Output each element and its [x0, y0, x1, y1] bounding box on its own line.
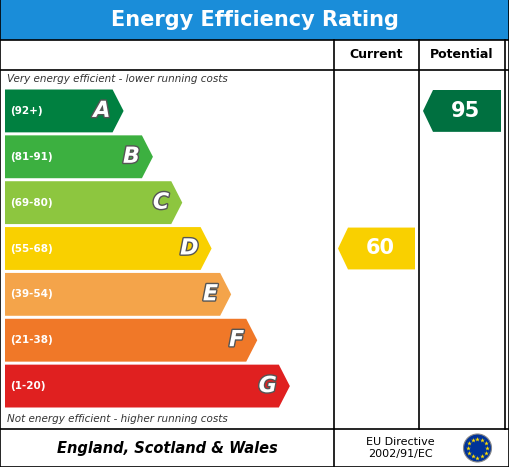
Text: 2002/91/EC: 2002/91/EC	[368, 449, 433, 459]
Text: B: B	[123, 147, 140, 167]
Polygon shape	[5, 181, 182, 224]
Text: Current: Current	[350, 49, 403, 62]
Polygon shape	[5, 135, 153, 178]
Text: England, Scotland & Wales: England, Scotland & Wales	[56, 440, 277, 455]
Polygon shape	[423, 90, 501, 132]
Text: Very energy efficient - lower running costs: Very energy efficient - lower running co…	[7, 74, 228, 84]
Text: (55-68): (55-68)	[10, 243, 53, 254]
Polygon shape	[5, 319, 257, 361]
Text: (81-91): (81-91)	[10, 152, 52, 162]
Text: Not energy efficient - higher running costs: Not energy efficient - higher running co…	[7, 414, 228, 424]
Text: (39-54): (39-54)	[10, 290, 53, 299]
Text: Potential: Potential	[430, 49, 494, 62]
Polygon shape	[5, 227, 212, 270]
Text: Energy Efficiency Rating: Energy Efficiency Rating	[110, 10, 399, 30]
Text: (69-80): (69-80)	[10, 198, 52, 208]
Text: D: D	[180, 239, 199, 259]
Text: (1-20): (1-20)	[10, 381, 45, 391]
Text: (21-38): (21-38)	[10, 335, 53, 345]
Text: C: C	[153, 193, 169, 212]
Text: (92+): (92+)	[10, 106, 43, 116]
Bar	[0, 0, 509, 40]
Text: 60: 60	[366, 239, 395, 259]
Circle shape	[464, 434, 492, 462]
Text: EU Directive: EU Directive	[366, 437, 435, 447]
Text: F: F	[229, 330, 244, 350]
Text: A: A	[93, 101, 110, 121]
Polygon shape	[338, 227, 415, 269]
Polygon shape	[5, 273, 231, 316]
Polygon shape	[5, 90, 124, 132]
Text: 95: 95	[451, 101, 480, 121]
Text: E: E	[203, 284, 218, 304]
Text: G: G	[259, 376, 277, 396]
Polygon shape	[5, 365, 290, 408]
